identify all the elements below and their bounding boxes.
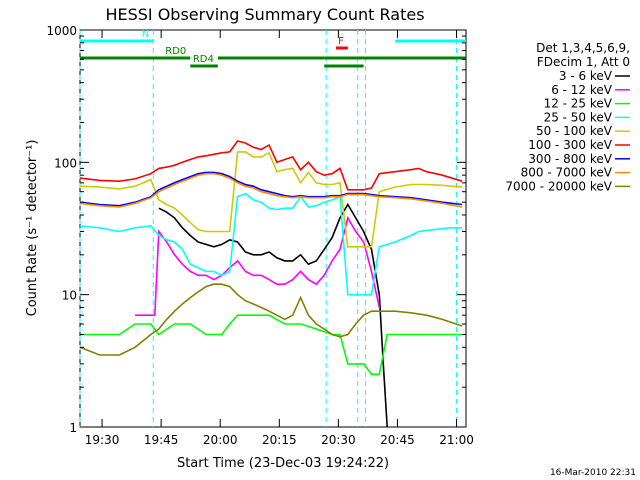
y-tick-label-2: 100 bbox=[54, 156, 77, 170]
status-label-rd0: RD0 bbox=[165, 46, 186, 57]
series-line-5 bbox=[79, 140, 463, 191]
status-label-f: F bbox=[338, 36, 344, 47]
plot-frame bbox=[79, 29, 467, 428]
status-label-rd4: RD4 bbox=[193, 54, 214, 65]
legend-header-line-2: FDecim 1, Att 0 bbox=[537, 55, 630, 69]
vertical-markers bbox=[79, 30, 458, 427]
legend-label-7: 800 - 7000 keV bbox=[521, 166, 613, 180]
series-layer bbox=[79, 140, 463, 428]
x-tick-label-3: 20:15 bbox=[262, 433, 297, 447]
legend-header-line-1: Det 1,3,4,5,6,9, bbox=[536, 41, 630, 55]
x-tick-label-1: 19:45 bbox=[144, 433, 179, 447]
x-tick-label-5: 20:45 bbox=[380, 433, 415, 447]
legend-label-4: 50 - 100 keV bbox=[536, 124, 613, 138]
x-axis-label: Start Time (23-Dec-03 19:24:22) bbox=[177, 456, 389, 471]
x-tick-label-0: 19:30 bbox=[85, 433, 120, 447]
legend-label-6: 300 - 800 keV bbox=[528, 152, 612, 166]
y-tick-label-0: 1 bbox=[69, 421, 77, 435]
x-tick-label-6: 21:00 bbox=[439, 433, 474, 447]
footer-timestamp: 16-Mar-2010 22:31 bbox=[550, 468, 636, 478]
series-line-7 bbox=[79, 172, 463, 208]
series-line-1 bbox=[135, 215, 381, 317]
series-line-4 bbox=[79, 151, 463, 248]
series-line-3 bbox=[79, 192, 463, 296]
y-axis-label: Count Rate (s⁻¹ detector⁻¹) bbox=[25, 140, 40, 317]
y-tick-label-1: 10 bbox=[62, 289, 77, 303]
x-tick-label-2: 20:00 bbox=[203, 433, 238, 447]
legend-label-0: 3 - 6 keV bbox=[559, 69, 613, 83]
axes-layer: 19:30 19:45 20:00 20:15 20:30 20:45 21:00 1 10 10… bbox=[46, 24, 473, 447]
legend-label-5: 100 - 300 keV bbox=[528, 138, 612, 152]
status-bars: N F RD0 RD4 bbox=[80, 29, 466, 68]
legend-label-8: 7000 - 20000 keV bbox=[505, 179, 612, 193]
legend: Det 1,3,4,5,6,9, FDecim 1, Att 0 3 - 6 k… bbox=[505, 41, 630, 193]
series-line-8 bbox=[79, 283, 463, 356]
legend-label-3: 25 - 50 keV bbox=[544, 110, 613, 124]
chart-title: HESSI Observing Summary Count Rates bbox=[105, 5, 424, 24]
y-tick-label-3: 1000 bbox=[46, 24, 77, 38]
status-label-n: N bbox=[142, 29, 149, 40]
legend-label-2: 12 - 25 keV bbox=[544, 97, 613, 111]
x-tick-label-4: 20:30 bbox=[321, 433, 356, 447]
series-line-0 bbox=[158, 202, 388, 428]
series-line-6 bbox=[79, 171, 463, 207]
legend-label-1: 6 - 12 keV bbox=[551, 83, 613, 97]
